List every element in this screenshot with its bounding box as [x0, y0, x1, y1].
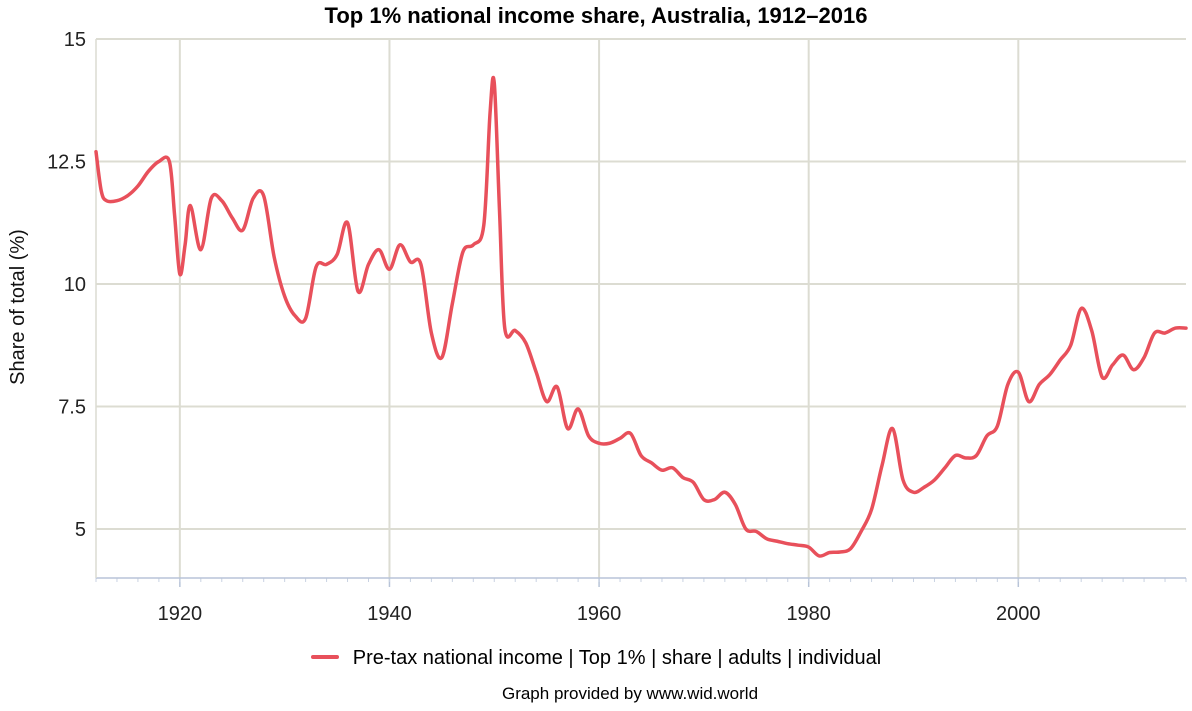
y-tick-label: 5: [75, 519, 86, 541]
credit-text: Graph provided by www.wid.world: [501, 684, 759, 703]
chart-title: Top 1% national income share, Australia,…: [324, 3, 868, 28]
legend[interactable]: Pre-tax national income | Top 1% | share…: [0, 647, 1192, 670]
series: [94, 75, 1188, 558]
x-tick-label: 1940: [367, 603, 412, 625]
x-tick-label: 1960: [577, 603, 622, 625]
tick-labels: 5 7.5 10 12.5 15 1920 1940 1960 1980 2000: [47, 29, 1040, 625]
y-axis-title: Share of total (%): [7, 229, 29, 385]
grid: [96, 38, 1186, 578]
y-tick-label: 15: [64, 29, 86, 51]
x-tick-label: 2000: [996, 603, 1041, 625]
y-tick-label: 7.5: [58, 397, 86, 419]
x-tick-label: 1980: [786, 603, 831, 625]
series-line[interactable]: [94, 75, 1188, 558]
y-tick-label: 12.5: [47, 152, 86, 174]
y-tick-label: 10: [64, 274, 86, 296]
axes: [95, 39, 1187, 587]
x-tick-label: 1920: [158, 603, 203, 625]
legend-label: Pre-tax national income | Top 1% | share…: [352, 647, 882, 669]
legend-swatch: [310, 654, 339, 659]
